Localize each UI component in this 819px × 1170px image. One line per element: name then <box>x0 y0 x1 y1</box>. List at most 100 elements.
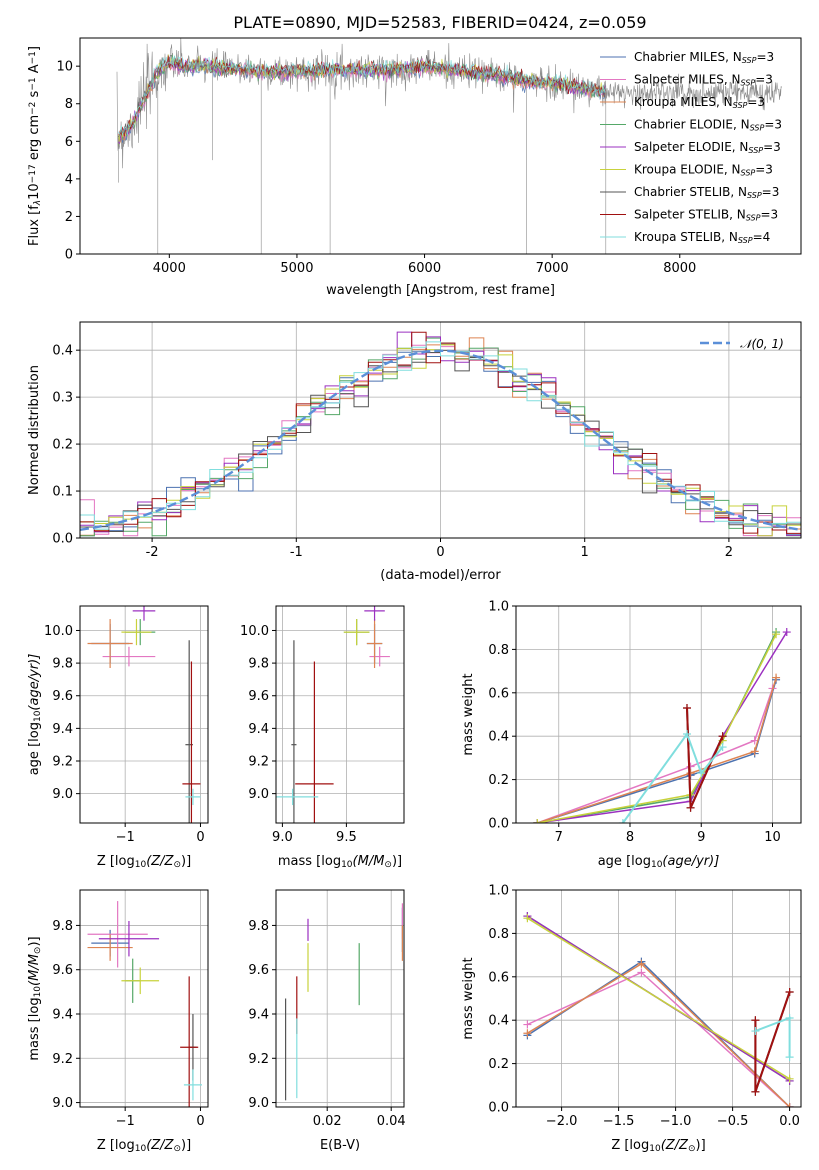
error-bars <box>87 606 201 823</box>
y-tick-label: 0.8 <box>488 643 509 658</box>
y-tick-label: 9.4 <box>248 1008 269 1023</box>
y-tick-label: 0.2 <box>488 773 509 788</box>
y-tick-label: 1.0 <box>488 600 509 615</box>
x-tick-label: −1.0 <box>660 1114 692 1129</box>
y-tick-label: 9.8 <box>248 919 269 934</box>
y-tick-label: 9.2 <box>52 1052 73 1067</box>
y-axis-label: mass [log10(M/M⊙)] <box>27 936 43 1060</box>
residuals-legend: 𝒩(0, 1) <box>700 337 784 351</box>
y-tick-label: 4 <box>65 172 73 187</box>
y-tick-label: 9.0 <box>248 787 269 802</box>
axes-frame <box>515 605 802 824</box>
y-tick-label: 0.6 <box>488 686 509 701</box>
y-tick-label: 9.6 <box>52 689 73 704</box>
weight-marker <box>785 1014 794 1023</box>
error-bars <box>87 901 202 1107</box>
weight-line <box>622 731 724 823</box>
y-tick-label: 0.4 <box>52 344 73 359</box>
weight-line <box>527 917 790 1080</box>
x-tick-label: -2 <box>146 545 159 560</box>
weight-marker <box>686 803 695 812</box>
spectrum-legend: Chabrier MILES, NSSP=3 Salpeter MILES, NS… <box>600 50 782 245</box>
weight-marker <box>785 1103 794 1107</box>
y-axis-label: mass weight <box>461 673 476 755</box>
grid-lines <box>516 605 801 824</box>
histogram-step <box>80 341 801 530</box>
spectrum-lines <box>116 38 782 254</box>
y-tick-label: 0.0 <box>52 532 73 547</box>
legend-label: Chabrier STELIB, NSSP=3 <box>634 185 779 200</box>
x-axis-label: wavelength [Angstrom, rest frame] <box>326 283 555 298</box>
x-tick-label: 0 <box>196 830 204 845</box>
y-tick-label: 9.2 <box>248 755 269 770</box>
y-tick-label: 9.8 <box>52 657 73 672</box>
weight-line <box>537 677 777 823</box>
weight-marker <box>772 630 781 639</box>
normal-curve <box>80 349 801 531</box>
x-tick-label: 8000 <box>663 261 696 276</box>
weight-line <box>537 631 777 823</box>
weight-lines <box>523 912 794 1107</box>
y-tick-label: 0.1 <box>52 485 73 500</box>
legend-label: Chabrier MILES, NSSP=3 <box>634 50 774 65</box>
weight-marker <box>523 1029 532 1038</box>
weight-marker <box>785 1053 794 1062</box>
y-tick-label: 0.8 <box>488 927 509 942</box>
grid-lines <box>276 606 404 823</box>
x-tick-label: -1 <box>290 545 303 560</box>
y-tick-label: 9.6 <box>248 689 269 704</box>
legend-label: Kroupa STELIB, NSSP=4 <box>634 230 770 245</box>
weight-lines <box>533 628 791 823</box>
x-tick-label: 0.04 <box>377 1114 406 1129</box>
y-tick-label: 10.0 <box>44 624 73 639</box>
ticks: -2 -1 0 1 2 0.0 0.1 0.2 0.3 0.4 <box>52 344 733 560</box>
figure-title: PLATE=0890, MJD=52583, FIBERID=0424, z=0… <box>233 13 646 32</box>
age-vs-mass-panel: 9.0 9.5 9.0 9.2 9.4 9.6 9.8 10.0 mass [log10(M/M… <box>240 605 405 870</box>
y-tick-label: 0.2 <box>52 438 73 453</box>
weight-marker <box>637 968 646 977</box>
x-tick-label: −1 <box>116 830 135 845</box>
x-axis-label: Z [log10(Z/Z⊙)] <box>97 854 191 870</box>
y-tick-label: 9.2 <box>248 1052 269 1067</box>
x-tick-label: 7000 <box>536 261 569 276</box>
y-tick-label: 10.0 <box>240 624 269 639</box>
y-axis-label: Flux [fλ10−17 erg cm−2 s−1 A−1] <box>27 46 43 246</box>
axes-frame <box>79 37 802 255</box>
y-axis-label: age [log10(age/yr)] <box>27 654 43 776</box>
ticks: 7 8 9 10 0.0 0.2 0.4 0.6 0.8 1.0 <box>488 600 780 846</box>
y-tick-label: 0.2 <box>488 1057 509 1072</box>
weight-line <box>537 688 774 823</box>
error-bars <box>285 903 403 1101</box>
x-tick-label: −1 <box>116 1114 135 1129</box>
weight-marker <box>637 959 646 968</box>
y-tick-label: 0.0 <box>488 817 509 832</box>
y-tick-label: 1.0 <box>488 884 509 899</box>
y-tick-label: 9.8 <box>52 919 73 934</box>
ticks: 0.02 0.04 9.0 9.2 9.4 9.6 9.8 <box>248 919 405 1129</box>
x-tick-label: 4000 <box>153 261 186 276</box>
x-tick-label: 6000 <box>408 261 441 276</box>
x-tick-label: 5000 <box>280 261 313 276</box>
axes-frame <box>79 605 209 824</box>
y-tick-label: 2 <box>65 210 73 225</box>
grid-lines <box>276 890 404 1107</box>
y-axis-label: mass weight <box>461 957 476 1039</box>
weight-marker <box>697 769 706 778</box>
x-tick-label: 0 <box>436 545 444 560</box>
weight-line <box>755 1016 791 1058</box>
y-tick-label: 0.4 <box>488 1014 509 1029</box>
legend-label: Salpeter MILES, NSSP=3 <box>634 73 773 88</box>
x-tick-label: 9.5 <box>336 830 357 845</box>
weight-line <box>754 991 791 1093</box>
y-tick-label: 8 <box>65 97 73 112</box>
y-tick-label: 9.0 <box>52 1096 73 1111</box>
weight-marker <box>523 1020 532 1029</box>
weight-line <box>537 633 777 823</box>
model-spectrum-line <box>117 54 606 137</box>
x-tick-label: 0 <box>196 1114 204 1129</box>
weight-marker <box>523 914 532 923</box>
y-tick-label: 0.6 <box>488 970 509 985</box>
legend-label: Chabrier ELODIE, NSSP=3 <box>634 118 782 133</box>
